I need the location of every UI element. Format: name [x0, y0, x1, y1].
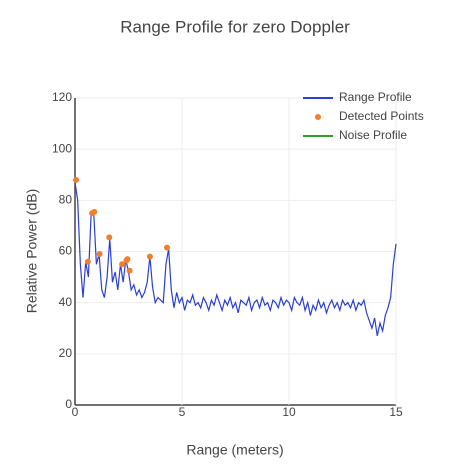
x-tick-label: 15 — [389, 405, 403, 419]
legend-symbol — [315, 114, 321, 120]
point — [106, 234, 113, 241]
point — [91, 208, 98, 215]
point — [124, 256, 131, 263]
legend-label: Detected Points — [339, 109, 424, 123]
y-tick-label: 100 — [52, 141, 72, 155]
y-tick-label: 20 — [59, 346, 73, 360]
y-tick-label: 40 — [59, 295, 73, 309]
point — [126, 267, 133, 274]
x-tick-label: 0 — [72, 405, 79, 419]
point — [146, 253, 153, 260]
y-tick-label: 0 — [65, 397, 72, 411]
line — [74, 182, 397, 337]
point — [96, 251, 103, 258]
legend-label: Range Profile — [339, 90, 412, 104]
y-tick-label: 120 — [52, 90, 72, 104]
legend-label: Noise Profile — [339, 128, 407, 142]
point — [119, 261, 126, 268]
grid — [74, 97, 397, 406]
chart-title: Range Profile for zero Doppler — [120, 17, 350, 36]
y-axis-label: Relative Power (dB) — [24, 189, 40, 314]
y-tick-label: 60 — [59, 244, 73, 258]
x-tick-label: 10 — [282, 405, 296, 419]
point — [164, 244, 171, 251]
point — [73, 176, 80, 183]
y-tick-label: 80 — [59, 193, 73, 207]
x-tick-label: 5 — [179, 405, 186, 419]
x-axis-label: Range (meters) — [186, 442, 283, 458]
point — [84, 258, 91, 265]
